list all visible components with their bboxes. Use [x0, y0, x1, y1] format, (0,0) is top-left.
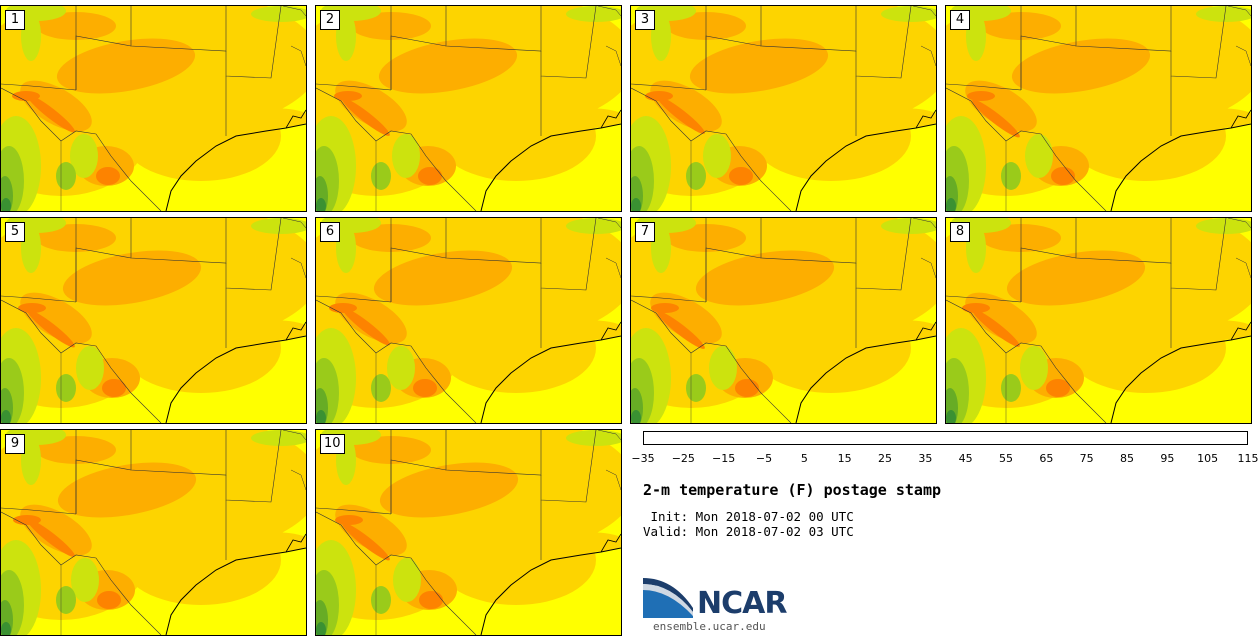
- colorbar-tick-label: 115: [1237, 452, 1259, 465]
- temperature-map: [1, 218, 306, 423]
- member-number-label: 4: [950, 10, 970, 30]
- ensemble-member-panel: 8: [945, 217, 1252, 424]
- temperature-map: [631, 6, 936, 211]
- colorbar-tick-label: 55: [999, 452, 1013, 465]
- valid-time: Valid: Mon 2018-07-02 03 UTC: [643, 524, 854, 539]
- member-number-label: 9: [5, 434, 25, 454]
- colorbar-tick-label: −15: [712, 452, 736, 465]
- member-number-label: 6: [320, 222, 340, 242]
- ensemble-member-panel: 5: [0, 217, 307, 424]
- ensemble-member-panel: 2: [315, 5, 622, 212]
- ensemble-member-panel: 1: [0, 5, 307, 212]
- colorbar: [643, 431, 1248, 445]
- colorbar-tick-label: 5: [800, 452, 808, 465]
- member-number-label: 3: [635, 10, 655, 30]
- temperature-map: [316, 430, 621, 635]
- logo-url: ensemble.ucar.edu: [653, 620, 766, 633]
- temperature-map: [316, 6, 621, 211]
- colorbar-tick-label: −25: [671, 452, 695, 465]
- colorbar-tick-label: 25: [878, 452, 892, 465]
- temperature-map: [631, 218, 936, 423]
- colorbar-tick-label: 105: [1197, 452, 1219, 465]
- member-number-label: 10: [320, 434, 345, 454]
- ncar-logo-text: NCAR: [697, 586, 787, 621]
- ensemble-member-panel: 4: [945, 5, 1252, 212]
- ensemble-member-panel: 9: [0, 429, 307, 636]
- temperature-map: [1, 430, 306, 635]
- member-number-label: 1: [5, 10, 25, 30]
- colorbar-tick-label: 85: [1120, 452, 1134, 465]
- colorbar-tick-label: 15: [837, 452, 852, 465]
- member-number-label: 2: [320, 10, 340, 30]
- temperature-map: [946, 6, 1251, 211]
- temperature-map: [316, 218, 621, 423]
- member-number-label: 5: [5, 222, 25, 242]
- ensemble-member-panel: 7: [630, 217, 937, 424]
- ensemble-member-panel: 3: [630, 5, 937, 212]
- ensemble-member-panel: 10: [315, 429, 622, 636]
- ncar-logo-icon: [643, 578, 693, 618]
- member-number-label: 8: [950, 222, 970, 242]
- colorbar-tick-label: 75: [1079, 452, 1094, 465]
- colorbar-tick-label: 95: [1160, 452, 1175, 465]
- ensemble-member-panel: 6: [315, 217, 622, 424]
- colorbar-tick-label: 35: [918, 452, 933, 465]
- colorbar-tick-label: 45: [958, 452, 973, 465]
- colorbar-tick-label: 65: [1039, 452, 1054, 465]
- init-time: Init: Mon 2018-07-02 00 UTC: [643, 509, 854, 524]
- colorbar-tick-label: −35: [631, 452, 655, 465]
- figure-title: 2-m temperature (F) postage stamp: [643, 481, 942, 499]
- temperature-map: [1, 6, 306, 211]
- temperature-map: [946, 218, 1251, 423]
- member-number-label: 7: [635, 222, 655, 242]
- colorbar-tick-label: −5: [755, 452, 773, 465]
